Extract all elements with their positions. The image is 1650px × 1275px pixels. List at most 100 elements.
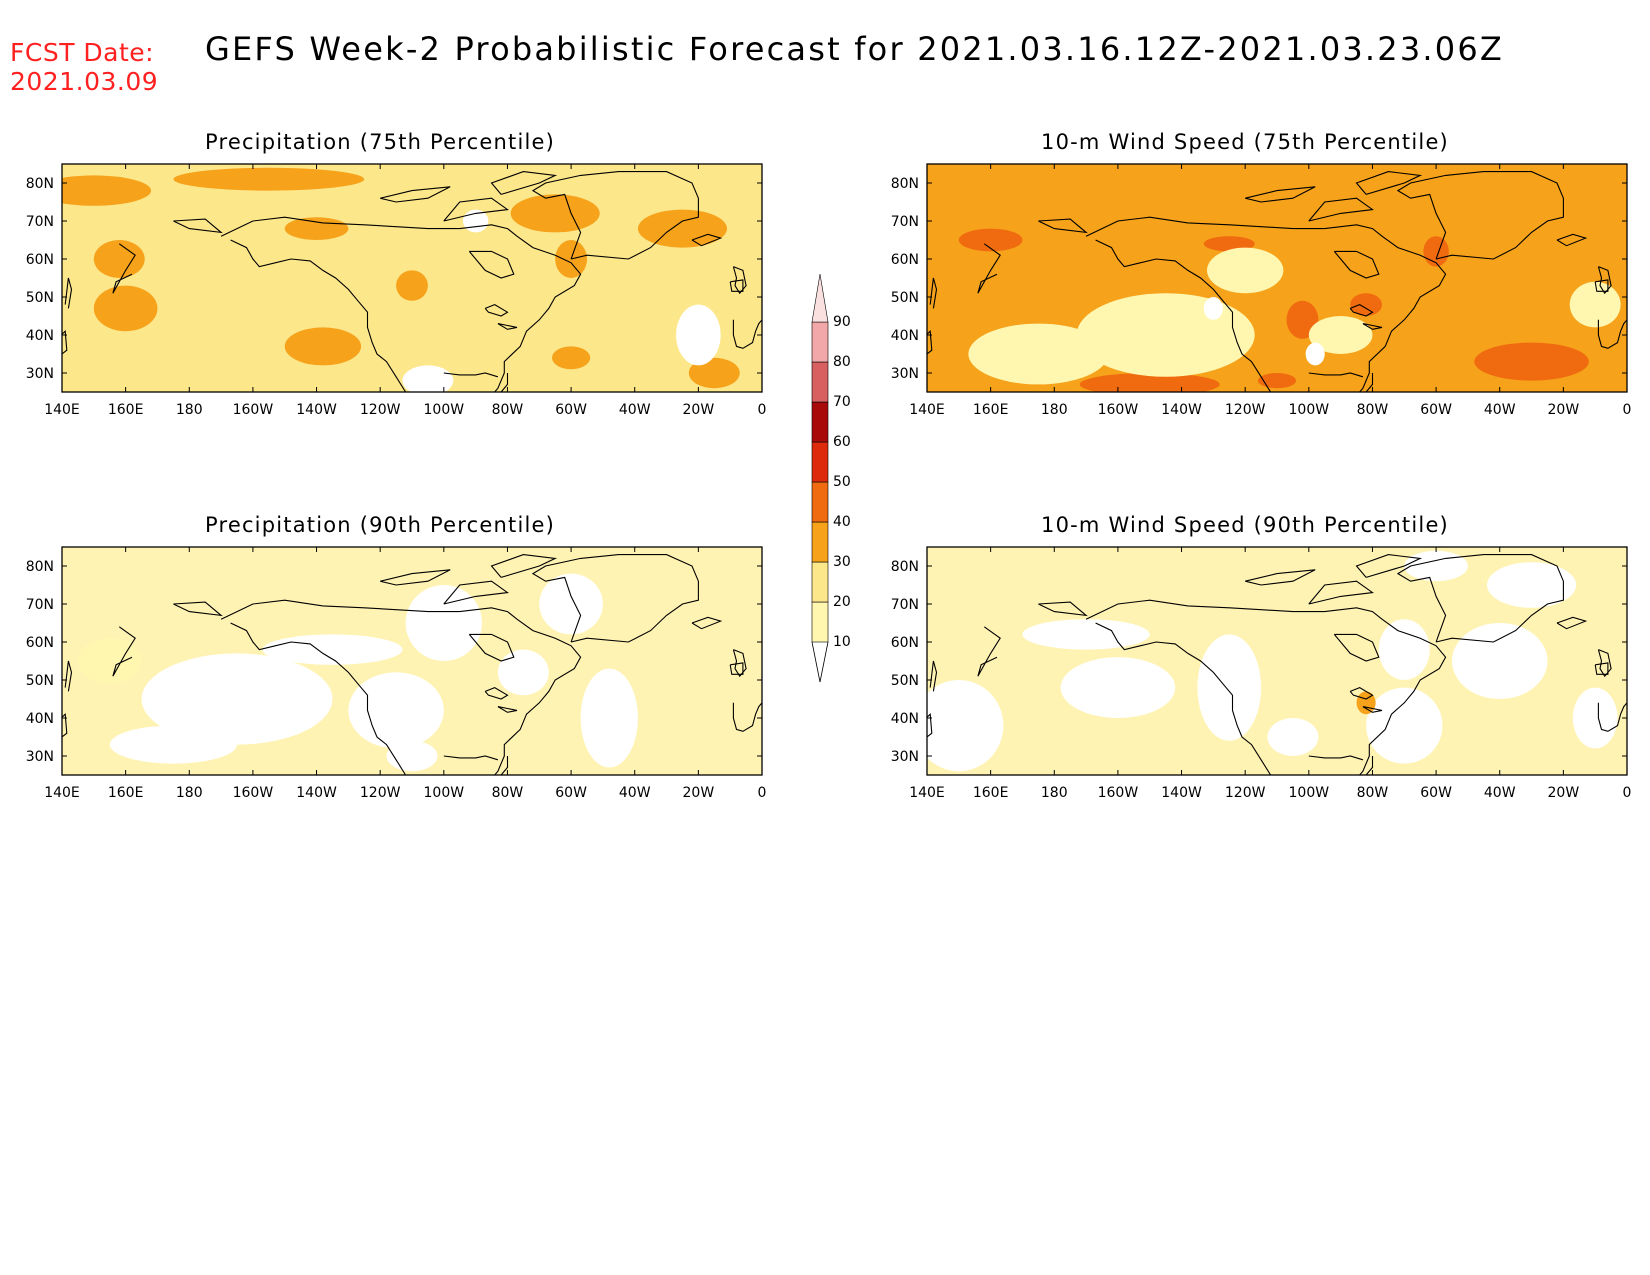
map-wind-90: 140E 160E 180 160W 140W 120W 100W 80W 60W 40W 20W 0… (891, 546, 1631, 801)
lon-tick-label: 180 (176, 402, 203, 418)
legend-level-label: 30 (833, 554, 851, 570)
legend-arrow-top (811, 273, 829, 323)
coastline (380, 569, 451, 586)
coastline (500, 756, 509, 775)
lon-tick-label: 60W (555, 402, 587, 418)
coastline (1333, 633, 1380, 662)
legend-level-label: 50 (833, 474, 851, 490)
lon-tick-label: 60W (1420, 402, 1452, 418)
lon-tick-label: 0 (1623, 402, 1632, 418)
lon-tick-label: 160W (233, 402, 274, 418)
lat-tick-label: 30N (26, 749, 54, 765)
lat-tick-label: 40N (891, 328, 919, 344)
field-contour (262, 634, 403, 665)
page-title: GEFS Week-2 Probabilistic Forecast for 2… (205, 30, 1505, 68)
coastline (468, 250, 515, 279)
lon-tick-label: 40W (1484, 402, 1516, 418)
panel-precip-90: Precipitation (90th Percentile) 140E 160E… (0, 513, 767, 843)
coastline (112, 626, 136, 677)
field-contour (1079, 373, 1220, 392)
coastline (1594, 279, 1609, 292)
field-contour (109, 725, 237, 764)
coastline (1355, 554, 1423, 578)
map-frame (926, 163, 1628, 393)
lon-tick-label: 20W (683, 785, 715, 801)
coastline (497, 706, 518, 713)
field-contour (93, 240, 145, 278)
lon-tick-label: 0 (758, 402, 767, 418)
legend-swatch (811, 561, 829, 603)
coastline (64, 277, 73, 309)
lon-tick-label: 160E (973, 402, 1009, 418)
legend-swatch (811, 401, 829, 443)
coastline (1594, 662, 1609, 675)
coastline (443, 372, 499, 378)
coastline (230, 622, 407, 775)
coastline (927, 713, 933, 738)
field-contour (141, 653, 333, 745)
legend-swatch (811, 601, 829, 643)
field-contour (637, 209, 727, 248)
lon-tick-label: 100W (424, 785, 465, 801)
lat-tick-label: 70N (26, 214, 54, 230)
coastline (1349, 303, 1374, 317)
coastline (64, 660, 73, 692)
lon-tick-label: 100W (424, 402, 465, 418)
field-contour (1308, 316, 1373, 354)
coastline (173, 601, 223, 617)
lon-tick-label: 0 (1623, 785, 1632, 801)
lat-tick-label: 30N (891, 366, 919, 382)
field-contour (539, 573, 603, 635)
legend-level-label: 20 (833, 594, 851, 610)
lon-tick-label: 80W (492, 785, 524, 801)
legend-level-label: 10 (833, 634, 851, 650)
field-contour (1474, 342, 1589, 381)
field-contour (1060, 657, 1176, 718)
panel-wind-75: 10-m Wind Speed (75th Percentile) 140E 16… (865, 130, 1632, 460)
field-contour (405, 585, 482, 661)
field-contour (284, 327, 362, 366)
legend-swatch (811, 361, 829, 403)
coastline (1362, 323, 1383, 330)
field-contour (688, 357, 740, 389)
field-contour (1569, 281, 1621, 328)
field-contour (552, 346, 591, 370)
lon-tick-label: 20W (683, 402, 715, 418)
lat-tick-label: 80N (891, 176, 919, 192)
lon-tick-label: 40W (619, 785, 651, 801)
lon-tick-label: 180 (176, 785, 203, 801)
lat-tick-label: 40N (26, 711, 54, 727)
map-precip-75: 140E 160E 180 160W 140W 120W 100W 80W 60W 40W 20W 0… (26, 163, 766, 418)
coastline (1365, 756, 1374, 775)
coastline (230, 239, 407, 392)
field-contour (1452, 623, 1548, 699)
legend-swatch (811, 321, 829, 363)
lon-tick-label: 100W (1289, 785, 1330, 801)
coastline (490, 171, 558, 195)
lat-tick-label: 80N (26, 176, 54, 192)
map-frame (61, 546, 763, 776)
forecast-date-value: 2021.03.09 (10, 67, 159, 96)
lon-tick-label: 80W (1357, 402, 1389, 418)
coastline (732, 649, 747, 678)
coastline (1085, 216, 1447, 392)
map-precip-90: 140E 160E 180 160W 140W 120W 100W 80W 60W 40W 20W 0… (26, 546, 766, 801)
field-contour (386, 740, 438, 772)
lon-tick-label: 160W (1098, 785, 1139, 801)
field-contour (555, 240, 587, 278)
coastline (531, 171, 699, 260)
lat-tick-label: 50N (26, 673, 54, 689)
field-contour (1423, 236, 1449, 267)
coastline (220, 216, 582, 392)
field-contour (1305, 342, 1325, 366)
coastline (691, 233, 723, 247)
field-layer (62, 164, 762, 392)
legend-level-label: 90 (833, 314, 851, 330)
panel-wind-90: 10-m Wind Speed (90th Percentile) 140E 16… (865, 513, 1632, 843)
lat-tick-label: 50N (891, 290, 919, 306)
coastline (220, 599, 582, 775)
lon-tick-label: 0 (758, 785, 767, 801)
field-contour (1197, 634, 1262, 741)
lon-tick-label: 60W (1420, 785, 1452, 801)
lon-tick-label: 140W (296, 402, 337, 418)
